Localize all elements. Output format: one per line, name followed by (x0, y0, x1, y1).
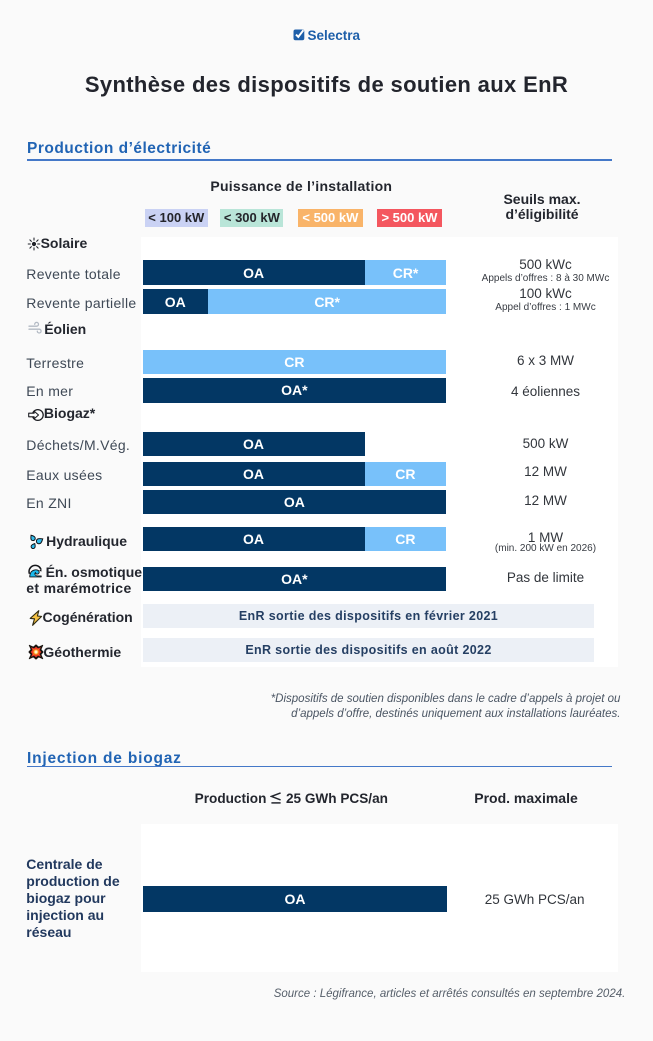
svg-text:Selectra: Selectra (308, 28, 361, 41)
